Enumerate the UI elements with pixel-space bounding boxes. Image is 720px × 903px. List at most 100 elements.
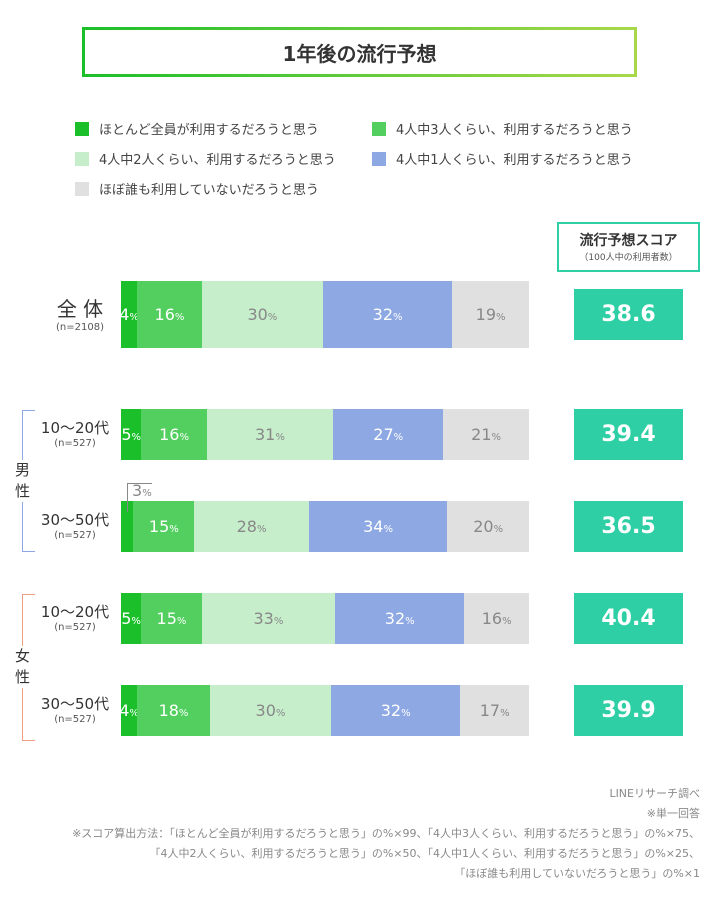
bar-segment: 15%: [133, 501, 195, 552]
row-label: 全 体 (n=2108): [40, 293, 120, 333]
row-label-n: (n=527): [54, 713, 96, 725]
row-label: 10〜20代 (n=527): [35, 417, 115, 449]
row-label-main: 10〜20代: [40, 418, 110, 437]
data-label: 16%: [154, 305, 185, 324]
legend-item: 4人中3人くらい、利用するだろうと思う: [372, 119, 633, 138]
bar-segment: 18%: [137, 685, 210, 736]
footnote: ※単一回答: [646, 807, 700, 820]
data-label: 32%: [384, 609, 415, 628]
data-label: 4%: [119, 701, 139, 720]
legend-label: 4人中1人くらい、利用するだろうと思う: [396, 153, 633, 168]
data-label-callout: 3%: [127, 483, 152, 512]
legend-swatch: [372, 121, 386, 136]
data-label: 21%: [471, 425, 502, 444]
row-label: 10〜20代 (n=527): [35, 601, 115, 633]
score-box: 39.4: [574, 408, 683, 460]
legend-label: ほとんど全員が利用するだろうと思う: [99, 123, 319, 138]
stacked-bar: 5% 16% 31% 27% 21%: [121, 409, 529, 460]
legend-label: ほぼ誰も利用していないだろうと思う: [99, 183, 319, 198]
data-label: 28%: [236, 517, 267, 536]
data-label: 27%: [373, 425, 404, 444]
data-label: 16%: [481, 609, 512, 628]
legend-label: 4人中3人くらい、利用するだろうと思う: [396, 123, 633, 138]
legend-swatch: [372, 151, 386, 166]
group-label-female: 女性: [15, 646, 35, 688]
data-label: 15%: [156, 609, 187, 628]
bar-segment: 15%: [141, 593, 202, 644]
footnote: LINEリサーチ調べ: [609, 787, 700, 800]
data-label: 19%: [475, 305, 506, 324]
bar-segment: 34%: [308, 501, 448, 552]
bar-segment: 16%: [137, 281, 202, 348]
row-label-n: (n=2108): [56, 321, 104, 333]
row-label-n: (n=527): [54, 529, 96, 541]
data-label: 20%: [473, 517, 504, 536]
legend-item: 4人中2人くらい、利用するだろうと思う: [75, 149, 336, 168]
bar-segment: 32%: [335, 593, 465, 644]
score-header-subtitle: （100人中の利用者数）: [579, 253, 678, 263]
chart-title: 1年後の流行予想: [82, 27, 637, 77]
row-label: 30〜50代 (n=527): [35, 693, 115, 725]
data-label: 31%: [254, 425, 285, 444]
row-label-n: (n=527): [54, 437, 96, 449]
bar-segment: 19%: [452, 281, 529, 348]
footnote: 「4人中2人くらい、利用するだろうと思う」の%×50、「4人中1人くらい、利用す…: [149, 847, 700, 860]
bar-segment: 28%: [194, 501, 309, 552]
score-box: 36.5: [574, 500, 683, 552]
data-label: 30%: [255, 701, 286, 720]
legend-swatch: [75, 181, 89, 196]
bar-segment: 16%: [464, 593, 529, 644]
bar-segment: [121, 501, 134, 552]
data-label: 33%: [253, 609, 284, 628]
footnote: 「ほぼ誰も利用していないだろうと思う」の%×1: [454, 867, 700, 880]
bar-segment: 32%: [322, 281, 453, 348]
row-label: 30〜50代 (n=527): [35, 509, 115, 541]
bar-segment: 20%: [447, 501, 529, 552]
data-label: 4%: [119, 305, 139, 324]
bar-segment: 5%: [121, 593, 142, 644]
data-label: 5%: [121, 609, 141, 628]
data-label: 5%: [121, 425, 142, 444]
row-label-main: 30〜50代: [40, 510, 110, 529]
footnote: ※スコア算出方法：「ほとんど全員が利用するだろうと思う」の%×99、「4人中3人…: [72, 827, 700, 840]
legend-label: 4人中2人くらい、利用するだろうと思う: [99, 153, 336, 168]
data-label: 30%: [247, 305, 278, 324]
legend-item: ほぼ誰も利用していないだろうと思う: [75, 179, 319, 198]
legend-swatch: [75, 121, 89, 136]
legend-item: ほとんど全員が利用するだろうと思う: [75, 119, 319, 138]
data-label: 18%: [158, 701, 189, 720]
row-label-main: 10〜20代: [40, 602, 110, 621]
legend-swatch: [75, 151, 89, 166]
bar-segment: 17%: [460, 685, 529, 736]
data-label: 16%: [159, 425, 189, 444]
stacked-bar: 4% 18% 30% 32% 17%: [119, 685, 529, 736]
score-header-title: 流行予想スコア: [579, 233, 678, 249]
score-box: 40.4: [574, 592, 683, 644]
stacked-bar: 4% 16% 30% 32% 19%: [119, 281, 529, 348]
data-label: 17%: [479, 701, 510, 720]
data-label: 32%: [372, 305, 403, 324]
group-label-male: 男性: [15, 460, 35, 502]
data-label: 34%: [363, 517, 393, 536]
bar-segment: 31%: [206, 409, 334, 460]
stacked-bar: 5% 15% 33% 32% 16%: [121, 593, 529, 644]
score-header: 流行予想スコア （100人中の利用者数）: [557, 222, 700, 272]
data-label: 32%: [380, 701, 411, 720]
row-label-main: 全 体: [56, 296, 104, 321]
score-box: 39.9: [574, 684, 683, 736]
bar-segment: 30%: [201, 281, 323, 348]
bar-segment: 4%: [119, 281, 139, 348]
bar-segment: 33%: [201, 593, 336, 644]
data-label: 15%: [148, 517, 179, 536]
bar-segment: 5%: [121, 409, 142, 460]
bar-segment: 32%: [331, 685, 461, 736]
bar-segment: 27%: [333, 409, 444, 460]
bar-segment: 4%: [119, 685, 139, 736]
score-box: 38.6: [574, 288, 683, 340]
legend-item: 4人中1人くらい、利用するだろうと思う: [372, 149, 633, 168]
bar-segment: 30%: [209, 685, 332, 736]
bar-segment: 16%: [141, 409, 207, 460]
row-label-n: (n=527): [54, 621, 96, 633]
stacked-bar: 15% 28% 34% 20%: [121, 501, 529, 552]
